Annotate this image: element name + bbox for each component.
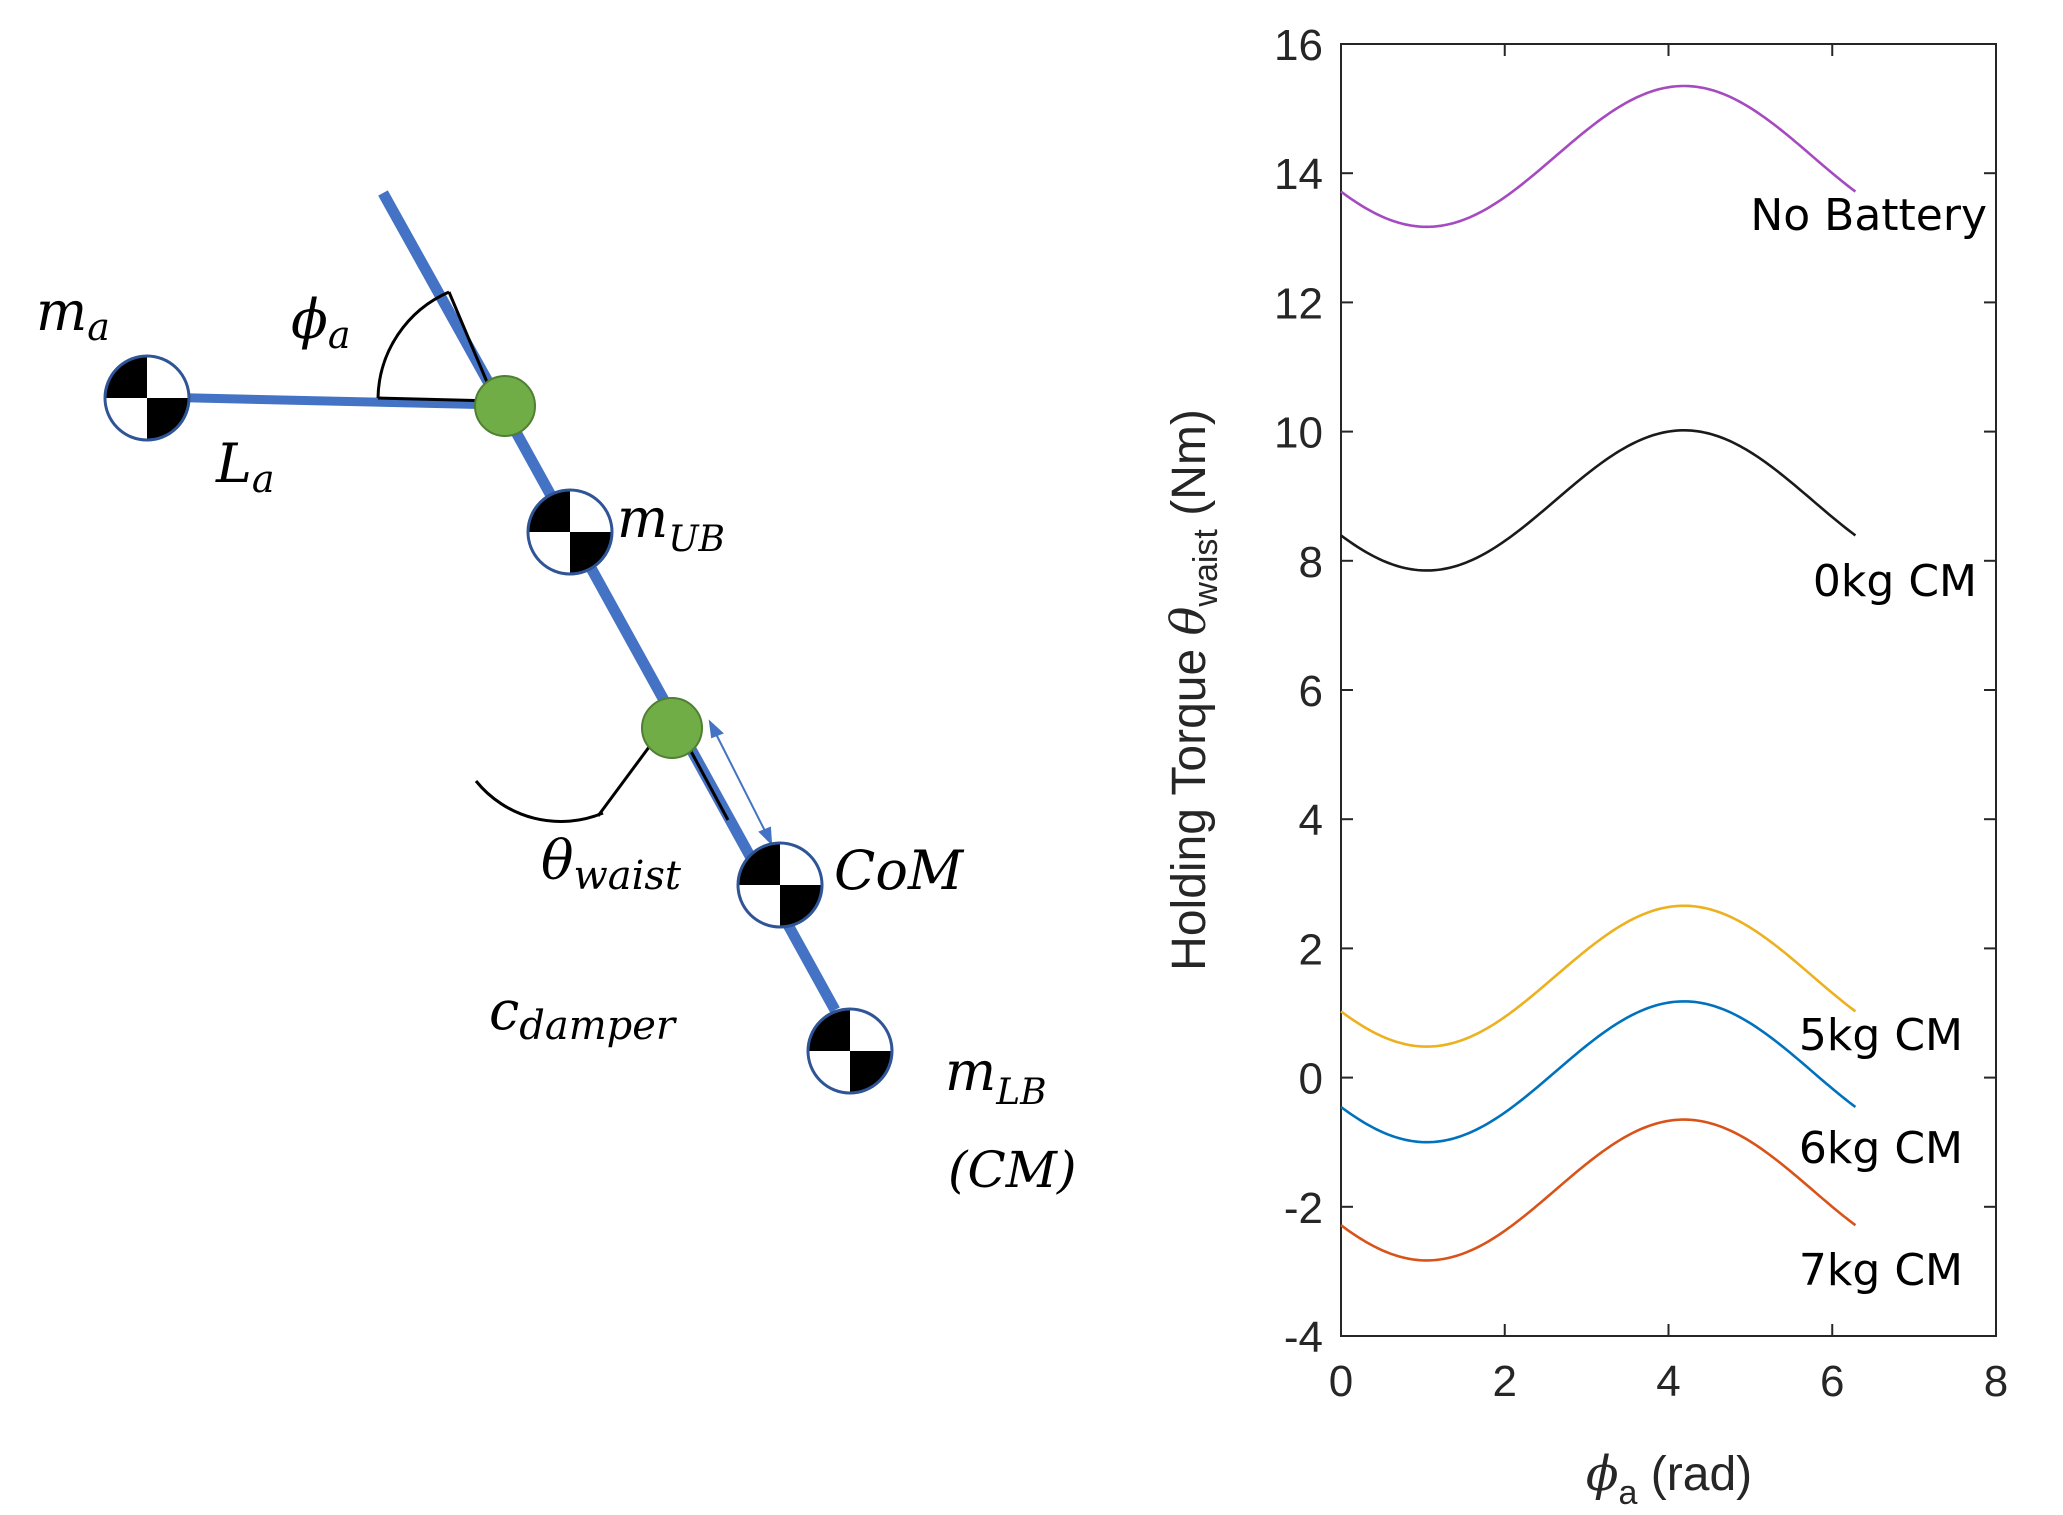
x-tick-label: 6 <box>1820 1357 1844 1406</box>
y-tick-label: 4 <box>1299 796 1323 845</box>
y-tick-label: 12 <box>1274 279 1323 328</box>
series-label: 6kg CM <box>1799 1123 1963 1174</box>
waist-joint <box>641 697 703 759</box>
label-l-a: La <box>215 432 275 501</box>
mass-symbol-lower-body <box>806 1007 894 1095</box>
series-label: 0kg CM <box>1813 556 1977 607</box>
series-line <box>1340 1000 1857 1144</box>
torque-chart: -4 -2 0 2 4 6 8 10 12 14 16 0 2 4 6 8 No Battery 0kg CM… <box>1161 21 2008 1512</box>
label-phi-a: ϕa <box>291 288 350 357</box>
mass-symbol-com <box>736 841 824 929</box>
x-tick-label: 0 <box>1329 1357 1353 1406</box>
label-cm-note: (CM) <box>948 1141 1076 1199</box>
theta-waist-angle-arc <box>474 780 604 823</box>
y-tick-label: 6 <box>1299 667 1323 716</box>
y-tick-label: -4 <box>1284 1313 1323 1362</box>
y-tick-label: 0 <box>1299 1055 1323 1104</box>
series-line <box>1340 904 1857 1048</box>
com-offset-arrow <box>708 719 773 846</box>
label-com: CoM <box>834 839 965 902</box>
series-label: 7kg CM <box>1799 1245 1963 1296</box>
mass-symbol-upper-body <box>526 488 614 576</box>
x-axis-label: ϕa (rad) <box>1586 1446 1752 1512</box>
mass-symbol-arm <box>103 354 191 442</box>
label-m-a: ma <box>36 280 110 349</box>
series-label: 5kg CM <box>1799 1010 1963 1061</box>
label-c-damper: cdamper <box>489 979 678 1049</box>
y-tick-label: 16 <box>1274 21 1323 70</box>
y-axis-ticks: -4 -2 0 2 4 6 8 10 12 14 16 <box>1274 21 1996 1362</box>
x-axis-ticks: 0 2 4 6 8 <box>1329 44 2008 1406</box>
y-tick-label: 10 <box>1274 409 1323 458</box>
y-tick-label: 2 <box>1299 925 1323 974</box>
series-line <box>1340 429 1857 572</box>
series-label: No Battery <box>1750 190 1987 241</box>
y-tick-label: 14 <box>1274 150 1323 199</box>
y-axis-label: Holding Torque θwaist (Nm) <box>1161 409 1225 971</box>
series-line <box>1340 1118 1857 1262</box>
x-tick-label: 4 <box>1656 1357 1680 1406</box>
y-tick-label: -2 <box>1284 1184 1323 1233</box>
series-labels: No Battery 0kg CM 5kg CM 6kg CM 7kg CM <box>1750 190 1987 1296</box>
x-tick-label: 8 <box>1984 1357 2008 1406</box>
label-m-ub: mUB <box>617 487 725 560</box>
series-lines <box>1340 84 1857 1262</box>
x-tick-label: 2 <box>1493 1357 1517 1406</box>
mechanism-diagram: ma ϕa La mUB θwaist CoM cdamper mLB (CM) <box>36 190 1076 1199</box>
shoulder-joint <box>474 375 536 437</box>
label-m-lb: mLB <box>945 1040 1047 1113</box>
series-line <box>1340 84 1857 229</box>
phi-a-angle-arc <box>376 290 450 399</box>
label-theta-waist: θwaist <box>541 829 682 899</box>
y-tick-label: 8 <box>1299 538 1323 587</box>
